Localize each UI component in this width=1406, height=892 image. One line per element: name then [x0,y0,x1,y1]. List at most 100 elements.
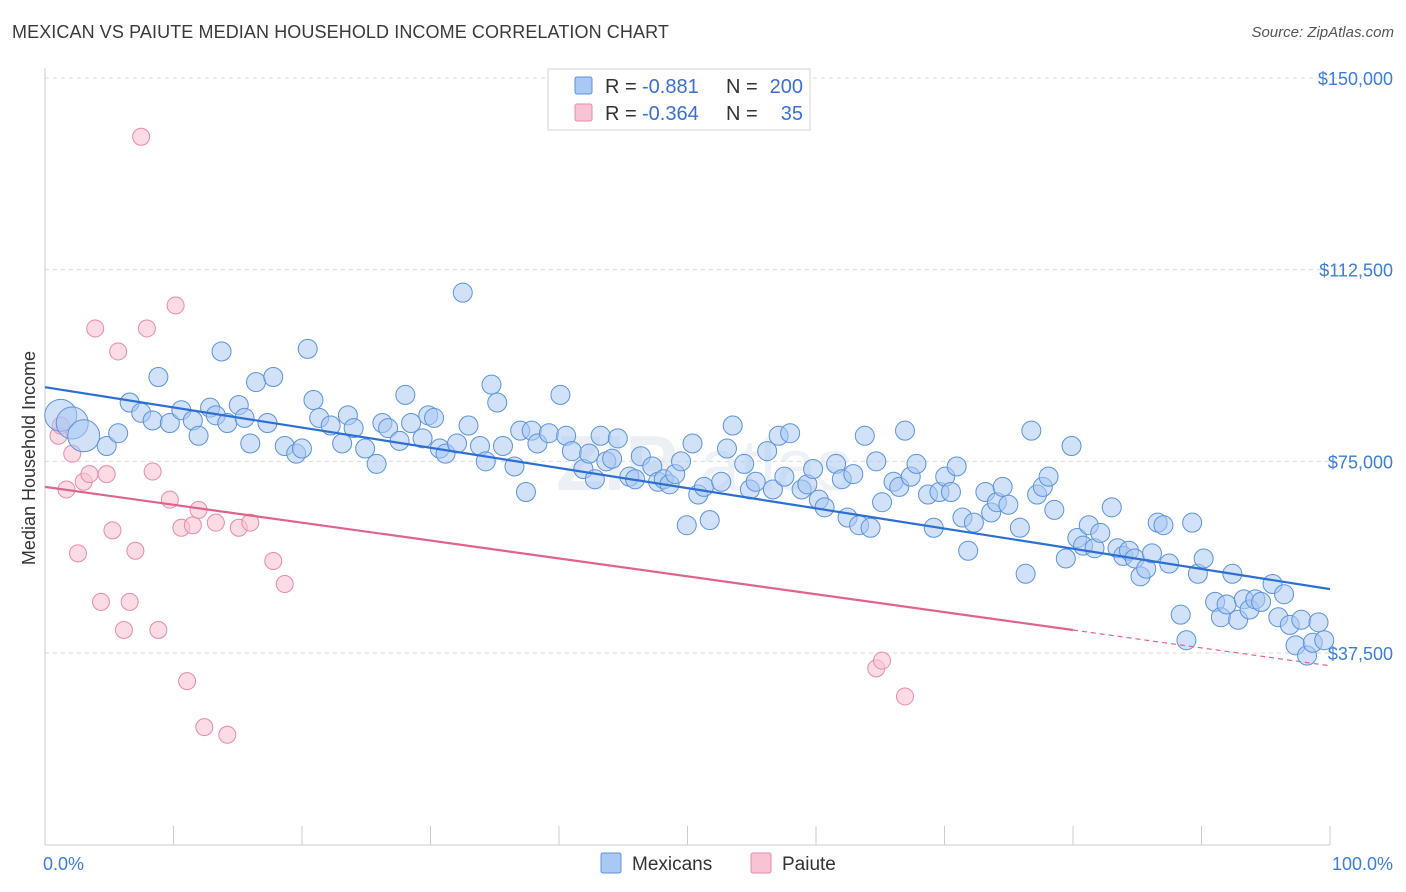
mexicans-point-121 [963,512,984,533]
mexicans-point-174 [1308,612,1329,633]
mexicans-trend-line [44,386,1331,591]
mexicans-points [44,282,1335,666]
legend-r-value-1: -0.881 [642,76,699,98]
mexicans-point-92 [774,466,795,487]
paiute-point-8 [91,592,110,611]
mexicans-point-34 [366,453,387,474]
paiute-point-17 [143,462,162,481]
mexicans-point-33 [355,438,376,459]
mexicans-point-89 [757,441,778,462]
paiute-point-9 [97,465,116,484]
mexicans-point-2 [67,419,101,453]
mexicans-point-27 [303,390,324,410]
mexicans-point-77 [671,451,692,472]
mexicans-point-96 [803,459,824,479]
paiute-point-25 [195,718,214,737]
mexicans-point-93 [780,423,801,444]
mexicans-point-133 [1044,499,1065,520]
bottom-legend: Mexicans Paiute [600,852,836,875]
x-tick-labels: 0.0% 100.0% [43,854,1393,874]
top-legend: R = -0.881 N = 200 R = -0.364 N = 35 [547,68,811,131]
mexicans-point-81 [693,476,714,497]
mexicans-point-52 [492,436,513,456]
mexicans-point-15 [211,341,232,362]
mexicans-point-67 [602,448,623,469]
mexicans-point-152 [1170,604,1191,625]
mexicans-point-171 [1291,609,1312,630]
mexicans-point-104 [854,425,875,446]
paiute-point-27 [218,725,237,744]
mexicans-point-8 [148,367,169,387]
mexicans-point-36 [378,418,399,439]
legend-r-label-2: R = [605,103,637,125]
paiute-point-6 [80,465,99,484]
paiute-trend-line [44,485,1074,632]
mexicans-point-105 [860,517,881,538]
mexicans-point-102 [843,464,864,485]
mexicans-point-110 [895,420,915,441]
mexicans-point-9 [159,413,180,433]
mexicans-point-58 [538,423,559,444]
mexicans-point-55 [515,482,536,502]
paiute-point-12 [114,621,133,639]
y-tick-label-3: $150,000 [1318,69,1393,89]
mexicans-point-20 [246,372,267,393]
y-tick-label-0: $37,500 [1328,644,1393,664]
paiute-point-30 [264,552,283,570]
mexicans-point-107 [872,492,893,513]
paiute-trend-extension [1072,629,1331,667]
mexicans-point-106 [866,451,887,472]
mexicans-point-154 [1182,512,1203,533]
paiute-points [49,127,914,744]
mexicans-point-39 [401,413,422,433]
mexicans-point-51 [487,392,508,413]
mexicans-point-168 [1274,584,1295,605]
mexicans-point-84 [716,438,737,459]
paiute-point-26 [206,513,225,532]
source-label: Source: ZipAtlas.com [1251,24,1394,41]
paiute-point-34 [896,687,914,706]
mexicans-point-82 [699,510,720,531]
paiute-point-16 [137,319,156,338]
bottom-legend-swatch-paiute [750,852,772,874]
mexicans-point-3 [96,436,117,456]
paiute-point-10 [103,521,122,540]
mexicans-point-19 [240,433,261,454]
chart-title: MEXICAN VS PAIUTE MEDIAN HOUSEHOLD INCOM… [12,22,669,42]
mexicans-point-129 [1021,420,1042,441]
mexicans-point-26 [297,338,318,359]
mexicans-point-59 [550,384,571,405]
paiute-point-13 [120,592,139,611]
legend-n-value-1: 200 [770,76,803,98]
mexicans-point-4 [108,423,129,444]
mexicans-point-46 [452,282,473,303]
paiute-point-20 [166,296,185,315]
paiute-point-22 [178,672,197,691]
mexicans-point-150 [1153,515,1174,536]
mexicans-point-127 [1009,517,1030,538]
mexicans-point-175 [1314,630,1335,651]
paiute-point-33 [873,651,892,670]
paiute-point-7 [86,319,105,338]
legend-r-value-2: -0.364 [642,103,699,125]
bottom-legend-swatch-mexicans [600,852,622,874]
mexicans-point-63 [579,443,600,464]
axes [44,68,1331,846]
mexicans-point-128 [1015,563,1036,584]
mexicans-point-148 [1141,543,1162,564]
mexicans-point-40 [412,428,433,449]
legend-swatch-paiute [574,103,593,122]
mexicans-point-12 [188,425,209,446]
mexicans-point-134 [1055,548,1076,569]
mexicans-point-7 [142,410,163,431]
y-tick-labels: $37,500 $75,000 $112,500 $150,000 [1318,69,1393,664]
mexicans-point-140 [1090,522,1111,543]
trend-lines [44,386,1331,667]
x-tick-label-0: 0.0% [43,854,84,874]
legend-r-label-1: R = [605,76,637,98]
mexicans-point-125 [992,476,1013,497]
mexicans-point-86 [734,453,755,474]
mexicans-point-85 [722,415,743,436]
y-tick-label-2: $112,500 [1319,261,1393,281]
